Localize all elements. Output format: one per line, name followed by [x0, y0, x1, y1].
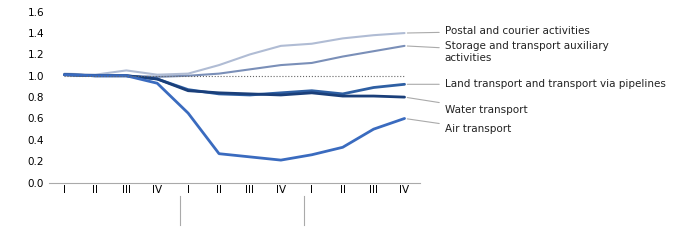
Text: Land transport and transport via pipelines: Land transport and transport via pipelin…: [407, 79, 666, 89]
Text: Storage and transport auxiliary
activities: Storage and transport auxiliary activiti…: [407, 41, 608, 63]
Text: Air transport: Air transport: [407, 119, 511, 134]
Text: Water transport: Water transport: [407, 98, 527, 115]
Text: Postal and courier activities: Postal and courier activities: [407, 26, 589, 36]
